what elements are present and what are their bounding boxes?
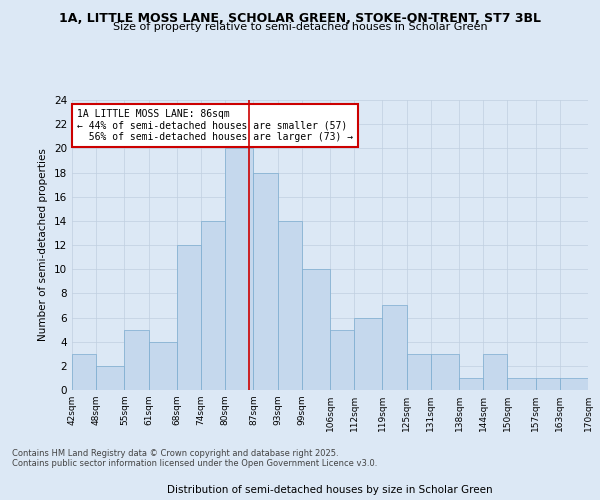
Bar <box>382 306 407 390</box>
Text: Size of property relative to semi-detached houses in Scholar Green: Size of property relative to semi-detach… <box>113 22 487 32</box>
Bar <box>96 366 124 390</box>
Text: Distribution of semi-detached houses by size in Scholar Green: Distribution of semi-detached houses by … <box>167 485 493 495</box>
Bar <box>124 330 149 390</box>
Bar <box>253 172 278 390</box>
Y-axis label: Number of semi-detached properties: Number of semi-detached properties <box>38 148 49 342</box>
Bar <box>483 354 508 390</box>
Bar <box>354 318 382 390</box>
Bar <box>431 354 459 390</box>
Bar <box>201 221 225 390</box>
Text: 1A LITTLE MOSS LANE: 86sqm
← 44% of semi-detached houses are smaller (57)
  56% : 1A LITTLE MOSS LANE: 86sqm ← 44% of semi… <box>77 108 353 142</box>
Text: Contains HM Land Registry data © Crown copyright and database right 2025.: Contains HM Land Registry data © Crown c… <box>12 448 338 458</box>
Bar <box>302 269 330 390</box>
Bar <box>149 342 177 390</box>
Bar <box>508 378 536 390</box>
Bar <box>330 330 354 390</box>
Text: Contains public sector information licensed under the Open Government Licence v3: Contains public sector information licen… <box>12 458 377 468</box>
Bar <box>177 245 201 390</box>
Bar <box>225 148 253 390</box>
Bar <box>407 354 431 390</box>
Bar <box>560 378 588 390</box>
Text: 1A, LITTLE MOSS LANE, SCHOLAR GREEN, STOKE-ON-TRENT, ST7 3BL: 1A, LITTLE MOSS LANE, SCHOLAR GREEN, STO… <box>59 12 541 26</box>
Bar <box>459 378 483 390</box>
Bar <box>72 354 96 390</box>
Bar <box>536 378 560 390</box>
Bar <box>278 221 302 390</box>
